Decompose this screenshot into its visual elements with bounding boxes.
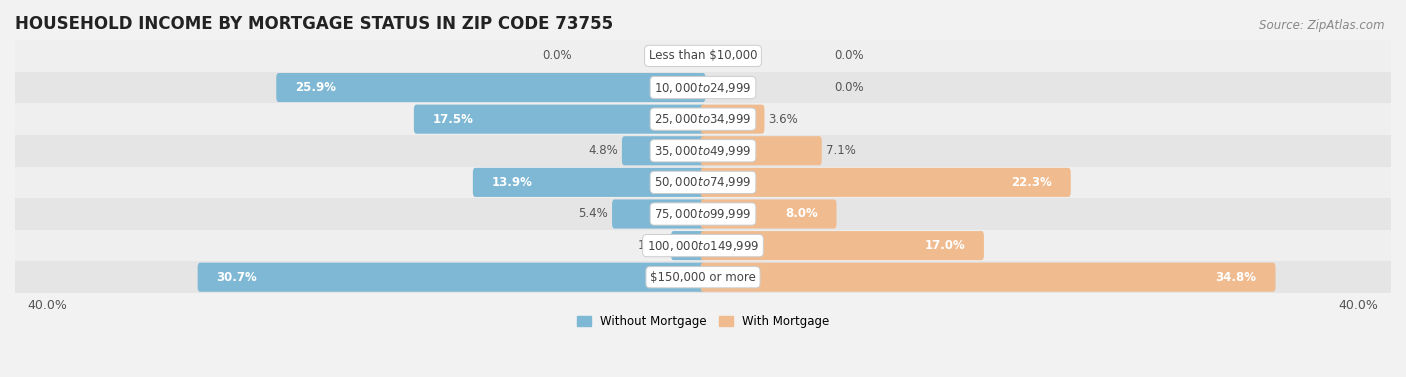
Text: 3.6%: 3.6% bbox=[769, 113, 799, 126]
FancyBboxPatch shape bbox=[198, 263, 706, 292]
FancyBboxPatch shape bbox=[700, 231, 984, 260]
Legend: Without Mortgage, With Mortgage: Without Mortgage, With Mortgage bbox=[572, 310, 834, 333]
Text: 34.8%: 34.8% bbox=[1216, 271, 1257, 284]
Bar bbox=[15, 72, 1391, 103]
Text: Less than $10,000: Less than $10,000 bbox=[648, 49, 758, 63]
Text: 25.9%: 25.9% bbox=[295, 81, 336, 94]
FancyBboxPatch shape bbox=[700, 104, 765, 134]
Text: $50,000 to $74,999: $50,000 to $74,999 bbox=[654, 175, 752, 189]
Text: 30.7%: 30.7% bbox=[217, 271, 257, 284]
Text: 8.0%: 8.0% bbox=[785, 207, 818, 221]
Text: 0.0%: 0.0% bbox=[543, 49, 572, 63]
FancyBboxPatch shape bbox=[276, 73, 706, 102]
FancyBboxPatch shape bbox=[700, 168, 1071, 197]
Bar bbox=[15, 40, 1391, 72]
Text: $150,000 or more: $150,000 or more bbox=[650, 271, 756, 284]
Text: 7.1%: 7.1% bbox=[825, 144, 856, 157]
Bar bbox=[15, 103, 1391, 135]
Text: 17.5%: 17.5% bbox=[433, 113, 474, 126]
Bar bbox=[15, 198, 1391, 230]
FancyBboxPatch shape bbox=[700, 199, 837, 228]
FancyBboxPatch shape bbox=[621, 136, 706, 165]
Bar bbox=[15, 167, 1391, 198]
FancyBboxPatch shape bbox=[472, 168, 706, 197]
FancyBboxPatch shape bbox=[612, 199, 706, 228]
FancyBboxPatch shape bbox=[671, 231, 706, 260]
Bar bbox=[15, 230, 1391, 261]
Text: 17.0%: 17.0% bbox=[924, 239, 965, 252]
Text: HOUSEHOLD INCOME BY MORTGAGE STATUS IN ZIP CODE 73755: HOUSEHOLD INCOME BY MORTGAGE STATUS IN Z… bbox=[15, 15, 613, 33]
Text: $25,000 to $34,999: $25,000 to $34,999 bbox=[654, 112, 752, 126]
FancyBboxPatch shape bbox=[413, 104, 706, 134]
Text: $35,000 to $49,999: $35,000 to $49,999 bbox=[654, 144, 752, 158]
Text: 1.8%: 1.8% bbox=[637, 239, 666, 252]
FancyBboxPatch shape bbox=[700, 263, 1275, 292]
Text: Source: ZipAtlas.com: Source: ZipAtlas.com bbox=[1260, 19, 1385, 32]
Text: $10,000 to $24,999: $10,000 to $24,999 bbox=[654, 81, 752, 95]
Text: 22.3%: 22.3% bbox=[1011, 176, 1052, 189]
Bar bbox=[15, 135, 1391, 167]
Text: 0.0%: 0.0% bbox=[834, 49, 863, 63]
Text: 4.8%: 4.8% bbox=[588, 144, 617, 157]
Text: $100,000 to $149,999: $100,000 to $149,999 bbox=[647, 239, 759, 253]
Bar bbox=[15, 261, 1391, 293]
Text: 13.9%: 13.9% bbox=[492, 176, 533, 189]
FancyBboxPatch shape bbox=[700, 136, 821, 165]
Text: $75,000 to $99,999: $75,000 to $99,999 bbox=[654, 207, 752, 221]
Text: 0.0%: 0.0% bbox=[834, 81, 863, 94]
Text: 5.4%: 5.4% bbox=[578, 207, 607, 221]
